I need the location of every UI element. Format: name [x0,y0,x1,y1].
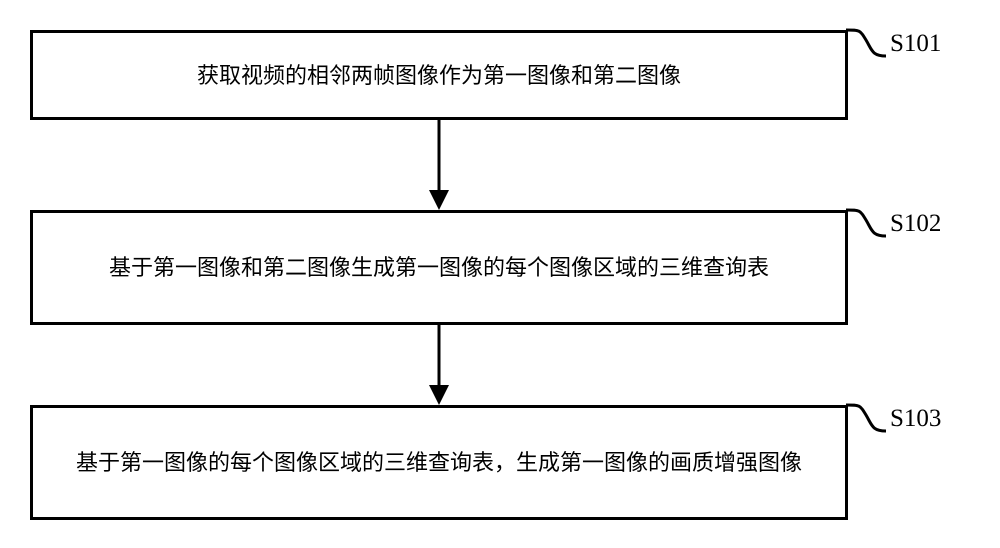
flowchart-container: 获取视频的相邻两帧图像作为第一图像和第二图像 S101 基于第一图像和第二图像生… [30,30,970,520]
step-label-s101: S101 [890,30,941,58]
step-text: 基于第一图像和第二图像生成第一图像的每个图像区域的三维查询表 [109,251,769,284]
step-box-s103: 基于第一图像的每个图像区域的三维查询表，生成第一图像的画质增强图像 [30,405,848,520]
step-text: 基于第一图像的每个图像区域的三维查询表，生成第一图像的画质增强图像 [76,446,802,479]
step-text: 获取视频的相邻两帧图像作为第一图像和第二图像 [197,59,681,92]
step-label-s103: S103 [890,405,941,433]
bracket-s101 [846,26,886,60]
step-box-s102: 基于第一图像和第二图像生成第一图像的每个图像区域的三维查询表 [30,210,848,325]
bracket-s103 [846,401,886,435]
arrow-1 [424,120,454,210]
step-label-s102: S102 [890,210,941,238]
label-text: S103 [890,405,941,432]
step-box-s101: 获取视频的相邻两帧图像作为第一图像和第二图像 [30,30,848,120]
bracket-s102 [846,206,886,240]
arrow-2 [424,325,454,405]
label-text: S102 [890,210,941,237]
label-text: S101 [890,30,941,57]
